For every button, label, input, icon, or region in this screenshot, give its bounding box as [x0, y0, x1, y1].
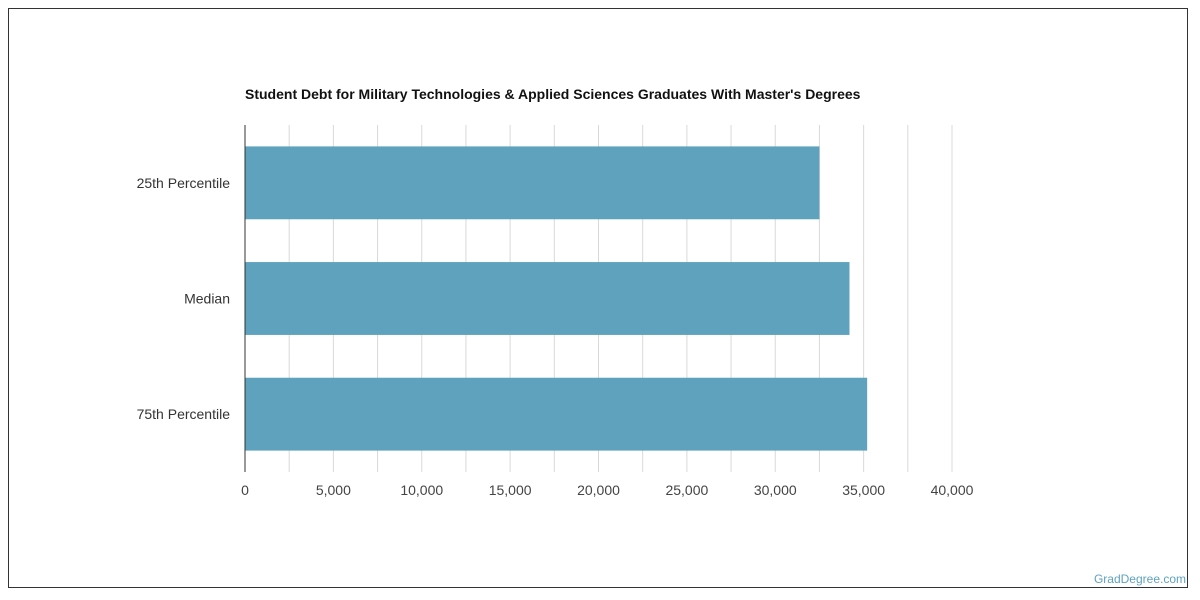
category-labels: 25th Percentile Median 75th Percentile — [137, 175, 231, 422]
x-tick-label: 35,000 — [842, 482, 885, 498]
x-tick-label: 15,000 — [489, 482, 532, 498]
watermark: GradDegree.com — [1093, 572, 1186, 586]
bar-25th-percentile — [245, 146, 820, 220]
x-tick-label: 0 — [241, 482, 249, 498]
category-label: 25th Percentile — [137, 175, 231, 191]
bars — [245, 146, 868, 451]
x-tick-label: 25,000 — [665, 482, 708, 498]
x-axis-ticks: 0 5,000 10,000 15,000 20,000 25,000 30,000 35,0… — [241, 482, 974, 498]
x-tick-label: 40,000 — [931, 482, 974, 498]
category-label: Median — [184, 291, 230, 307]
bar-median — [245, 262, 850, 335]
x-tick-label: 5,000 — [316, 482, 351, 498]
x-tick-label: 10,000 — [400, 482, 443, 498]
x-tick-label: 20,000 — [577, 482, 620, 498]
chart-title: Student Debt for Military Technologies &… — [245, 86, 861, 102]
x-tick-label: 30,000 — [754, 482, 797, 498]
category-label: 75th Percentile — [137, 406, 231, 422]
bar-75th-percentile — [245, 377, 868, 451]
